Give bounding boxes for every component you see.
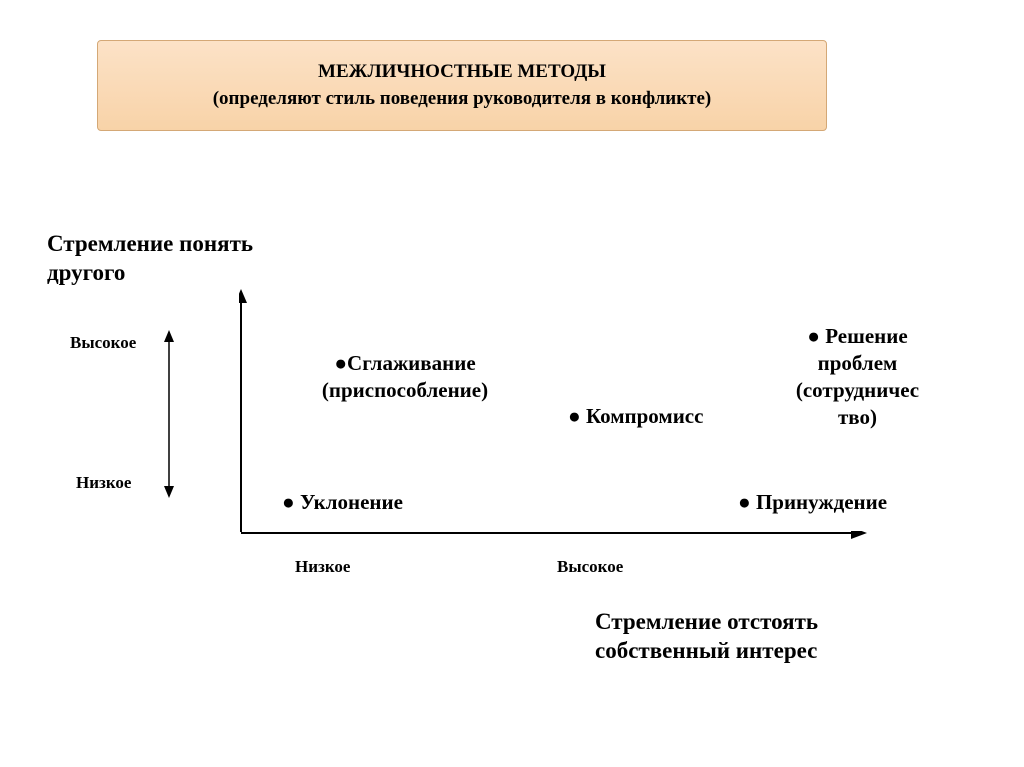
solution-line2: проблем	[818, 351, 898, 375]
solution-line1: Решение	[825, 324, 907, 348]
coercion-text: Принуждение	[756, 490, 887, 514]
point-avoidance: ● Уклонение	[282, 489, 403, 516]
title-line1: МЕЖЛИЧНОСТНЫЕ МЕТОДЫ	[318, 61, 606, 82]
x-axis-label-high: Высокое	[557, 557, 623, 577]
point-solution: ● Решение проблем (сотрудничес тво)	[770, 323, 945, 431]
compromise-text: Компромисс	[586, 404, 704, 428]
x-axis-title: Стремление отстоять собственный интерес	[595, 608, 818, 666]
y-axis-label-low: Низкое	[76, 473, 131, 493]
x-axis-title-line2: собственный интерес	[595, 638, 817, 663]
bullet-icon: ●	[568, 404, 586, 428]
bullet-icon: ●	[807, 324, 825, 348]
x-axis-label-low: Низкое	[295, 557, 350, 577]
y-axis-arrow-icon	[239, 289, 257, 533]
bullet-icon: ●	[738, 490, 756, 514]
x-axis-title-line1: Стремление отстоять	[595, 609, 818, 634]
y-axis-title-line1: Стремление понять	[47, 231, 253, 256]
solution-line4: тво)	[838, 405, 877, 429]
point-compromise: ● Компромисс	[568, 403, 703, 430]
smoothing-line1: Сглаживание	[347, 351, 476, 375]
bullet-icon: ●	[334, 351, 347, 375]
x-axis-arrow-icon	[239, 531, 867, 549]
y-range-double-arrow-icon	[159, 330, 179, 498]
point-smoothing: ●Сглаживание (приспособление)	[290, 350, 520, 404]
title-line2: (определяют стиль поведения руководителя…	[213, 88, 712, 109]
point-coercion: ● Принуждение	[738, 489, 887, 516]
y-axis-label-high: Высокое	[70, 333, 136, 353]
y-axis-title-line2: другого	[47, 260, 125, 285]
smoothing-line2: (приспособление)	[322, 378, 488, 402]
solution-line3: (сотрудничес	[796, 378, 919, 402]
bullet-icon: ●	[282, 490, 300, 514]
title-banner: МЕЖЛИЧНОСТНЫЕ МЕТОДЫ (определяют стиль п…	[97, 40, 827, 131]
avoidance-text: Уклонение	[300, 490, 403, 514]
y-axis-title: Стремление понять другого	[47, 230, 253, 288]
